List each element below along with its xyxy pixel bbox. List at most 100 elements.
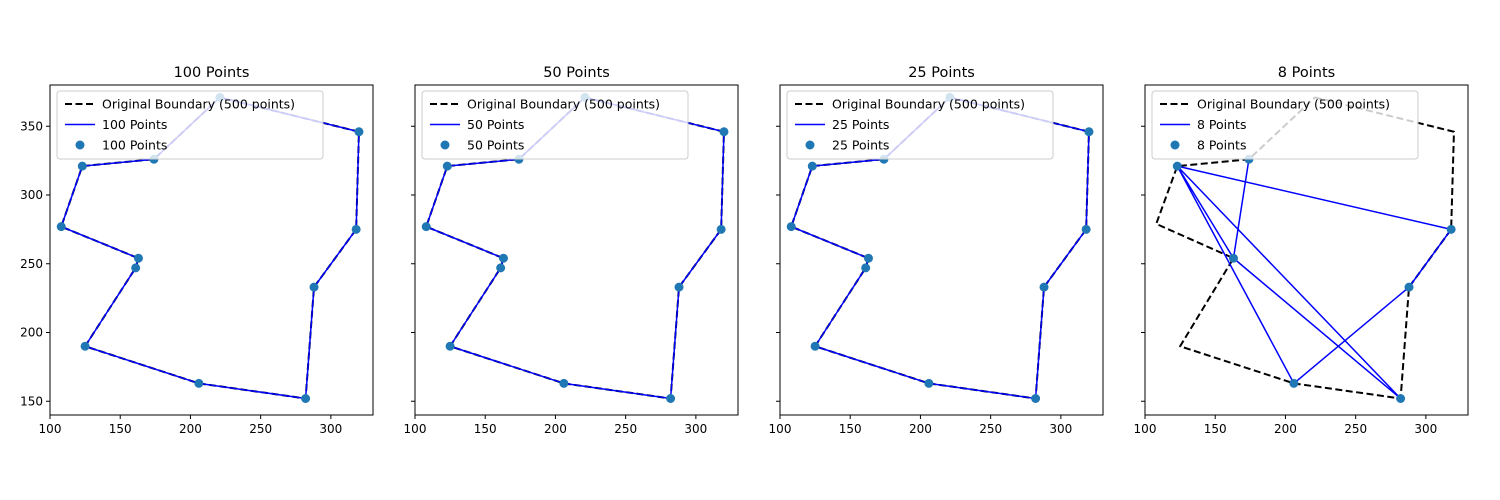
data-point — [1081, 224, 1091, 234]
legend-label: 25 Points — [832, 138, 889, 153]
chart-panel-1: 100 Points 100 150 200 250 300 150 200 250 300 350… — [20, 65, 374, 436]
data-point — [1084, 127, 1094, 137]
chart-panel-3: 25 Points 100 150 200 250 300 Original Boundar… — [769, 65, 1104, 436]
data-point — [56, 222, 66, 232]
data-point — [666, 394, 676, 403]
legend: Original Boundary (500 points) 25 Points 2… — [786, 90, 1054, 160]
axes-frame — [1144, 84, 1469, 416]
data-point — [496, 263, 506, 273]
legend-marker-scatter — [75, 140, 85, 150]
legend-label: 100 Points — [102, 117, 167, 132]
legend-marker-scatter — [805, 140, 815, 150]
legend-label: Original Boundary (500 points) — [1197, 97, 1390, 112]
x-tick-label: 200 — [1274, 422, 1297, 436]
x-tick-label: 250 — [614, 422, 637, 436]
data-point — [786, 222, 796, 232]
data-point — [863, 253, 873, 263]
y-tick-label: 300 — [20, 188, 43, 202]
data-point — [719, 127, 729, 137]
axes-frame — [779, 84, 1104, 416]
axes-frame — [49, 84, 374, 416]
data-point — [716, 224, 726, 234]
data-point — [133, 253, 143, 263]
x-tick-label: 250 — [979, 422, 1002, 436]
chart-title: 8 Points — [1278, 65, 1335, 81]
legend-box — [786, 90, 1054, 160]
x-tick-label: 100 — [404, 422, 427, 436]
data-point — [810, 341, 820, 351]
x-tick-label: 200 — [909, 422, 932, 436]
data-point — [421, 222, 431, 232]
legend: Original Boundary (500 points) 100 Points… — [56, 90, 324, 160]
series-line-simplified — [1176, 159, 1452, 400]
chart-title: 100 Points — [174, 65, 250, 81]
x-tick-label: 200 — [179, 422, 202, 436]
x-tick-label: 100 — [1134, 422, 1157, 436]
data-point — [1396, 394, 1406, 403]
data-point — [1404, 282, 1414, 292]
legend-box — [1151, 90, 1419, 160]
chart-title: 50 Points — [543, 65, 610, 81]
data-point — [445, 341, 455, 351]
x-tick-label: 100 — [39, 422, 62, 436]
legend-marker-scatter — [1170, 140, 1180, 150]
data-point — [559, 378, 569, 388]
data-point — [442, 161, 452, 171]
legend-label: 50 Points — [467, 117, 524, 132]
legend-label: 25 Points — [832, 117, 889, 132]
y-tick-label: 350 — [20, 119, 43, 133]
data-point — [354, 127, 364, 137]
x-tick-label: 300 — [1414, 422, 1437, 436]
x-tick-label: 150 — [109, 422, 132, 436]
legend-label: Original Boundary (500 points) — [102, 97, 295, 112]
axes-frame — [414, 84, 739, 416]
data-point — [131, 263, 141, 273]
legend: Original Boundary (500 points) 8 Points 8 … — [1151, 90, 1419, 160]
x-tick-label: 250 — [249, 422, 272, 436]
legend-label: 8 Points — [1197, 117, 1246, 132]
x-tick-label: 300 — [684, 422, 707, 436]
data-point — [77, 161, 87, 171]
data-point — [1228, 253, 1238, 263]
legend-label: 100 Points — [102, 138, 167, 153]
plot-area — [421, 92, 729, 403]
legend-box — [421, 90, 689, 160]
y-tick-label: 250 — [20, 257, 43, 271]
data-point — [301, 394, 311, 403]
data-point — [1039, 282, 1049, 292]
plot-area — [1155, 96, 1456, 403]
y-tick-label: 200 — [20, 326, 43, 340]
legend-label: Original Boundary (500 points) — [832, 97, 1025, 112]
x-tick-label: 300 — [1049, 422, 1072, 436]
data-point — [309, 282, 319, 292]
legend-marker-scatter — [440, 140, 450, 150]
chart-title: 25 Points — [908, 65, 975, 81]
legend-label: 8 Points — [1197, 138, 1246, 153]
y-tick-label: 150 — [20, 394, 43, 408]
legend: Original Boundary (500 points) 50 Points 5… — [421, 90, 689, 160]
legend-box — [56, 90, 324, 160]
x-tick-label: 150 — [1204, 422, 1227, 436]
legend-label: Original Boundary (500 points) — [467, 97, 660, 112]
data-point — [1446, 224, 1456, 234]
data-point — [807, 161, 817, 171]
data-point — [1289, 378, 1299, 388]
data-point — [1031, 394, 1041, 403]
x-tick-label: 300 — [319, 422, 342, 436]
data-point — [674, 282, 684, 292]
x-tick-label: 250 — [1344, 422, 1367, 436]
chart-panel-4: 8 Points 100 150 200 250 300 Original Boundary… — [1134, 65, 1469, 436]
data-point — [498, 253, 508, 263]
data-point — [351, 224, 361, 234]
x-tick-label: 100 — [769, 422, 792, 436]
x-tick-label: 150 — [474, 422, 497, 436]
series-line-original-boundary — [1155, 96, 1455, 400]
plot-area — [56, 92, 364, 403]
data-point — [194, 378, 204, 388]
data-point — [1172, 161, 1182, 171]
chart-panel-2: 50 Points 100 150 200 250 300 Original Boundar… — [404, 65, 739, 436]
data-point — [80, 341, 90, 351]
x-tick-label: 150 — [839, 422, 862, 436]
x-tick-label: 200 — [544, 422, 567, 436]
